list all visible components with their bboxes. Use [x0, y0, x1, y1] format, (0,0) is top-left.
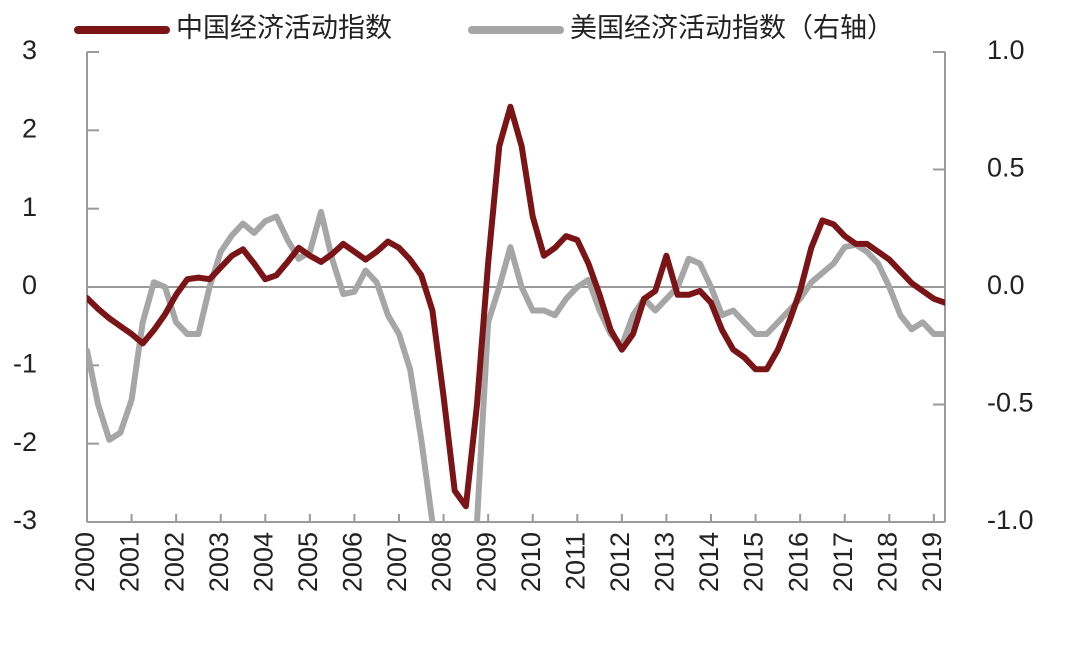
x-tick-label: 2013 [650, 532, 680, 592]
y-tick-label: -3 [13, 505, 37, 535]
x-tick-label: 2009 [471, 532, 501, 592]
x-tick-label: 2014 [694, 532, 724, 592]
y2-tick-label: 0.5 [987, 153, 1025, 183]
x-tick-label: 2016 [783, 532, 813, 592]
y-tick-label: -1 [13, 348, 37, 378]
legend-label: 中国经济活动指数 [176, 13, 392, 43]
y2-tick-label: -1.0 [987, 505, 1034, 535]
x-tick-label: 2008 [427, 532, 457, 592]
series-line [87, 208, 945, 522]
x-tick-label: 2002 [159, 532, 189, 592]
x-tick-label: 2000 [70, 532, 100, 592]
y-tick-label: 3 [22, 35, 37, 65]
x-tick-label: 2010 [516, 532, 546, 592]
x-tick-label: 2007 [382, 532, 412, 592]
y2-tick-label: -0.5 [987, 388, 1034, 418]
x-tick-label: 2015 [739, 532, 769, 592]
x-tick-label: 2006 [338, 532, 368, 592]
x-tick-label: 2018 [872, 532, 902, 592]
y-tick-label: 1 [22, 192, 37, 222]
y2-tick-label: 1.0 [987, 35, 1025, 65]
y-tick-label: 0 [22, 270, 37, 300]
x-tick-label: 2011 [560, 532, 590, 590]
x-tick-label: 2017 [828, 532, 858, 592]
legend-label: 美国经济活动指数（右轴） [570, 13, 894, 43]
x-tick-label: 2012 [605, 532, 635, 592]
y2-tick-label: 0.0 [987, 270, 1025, 300]
x-tick-label: 2001 [115, 532, 145, 592]
x-tick-label: 2019 [917, 532, 947, 592]
x-tick-label: 2003 [204, 532, 234, 592]
series-line [87, 103, 945, 510]
y-tick-label: -2 [13, 427, 37, 457]
y-tick-label: 2 [22, 113, 37, 143]
x-tick-label: 2004 [248, 532, 278, 592]
x-tick-label: 2005 [293, 532, 323, 592]
plot-area [87, 103, 945, 522]
